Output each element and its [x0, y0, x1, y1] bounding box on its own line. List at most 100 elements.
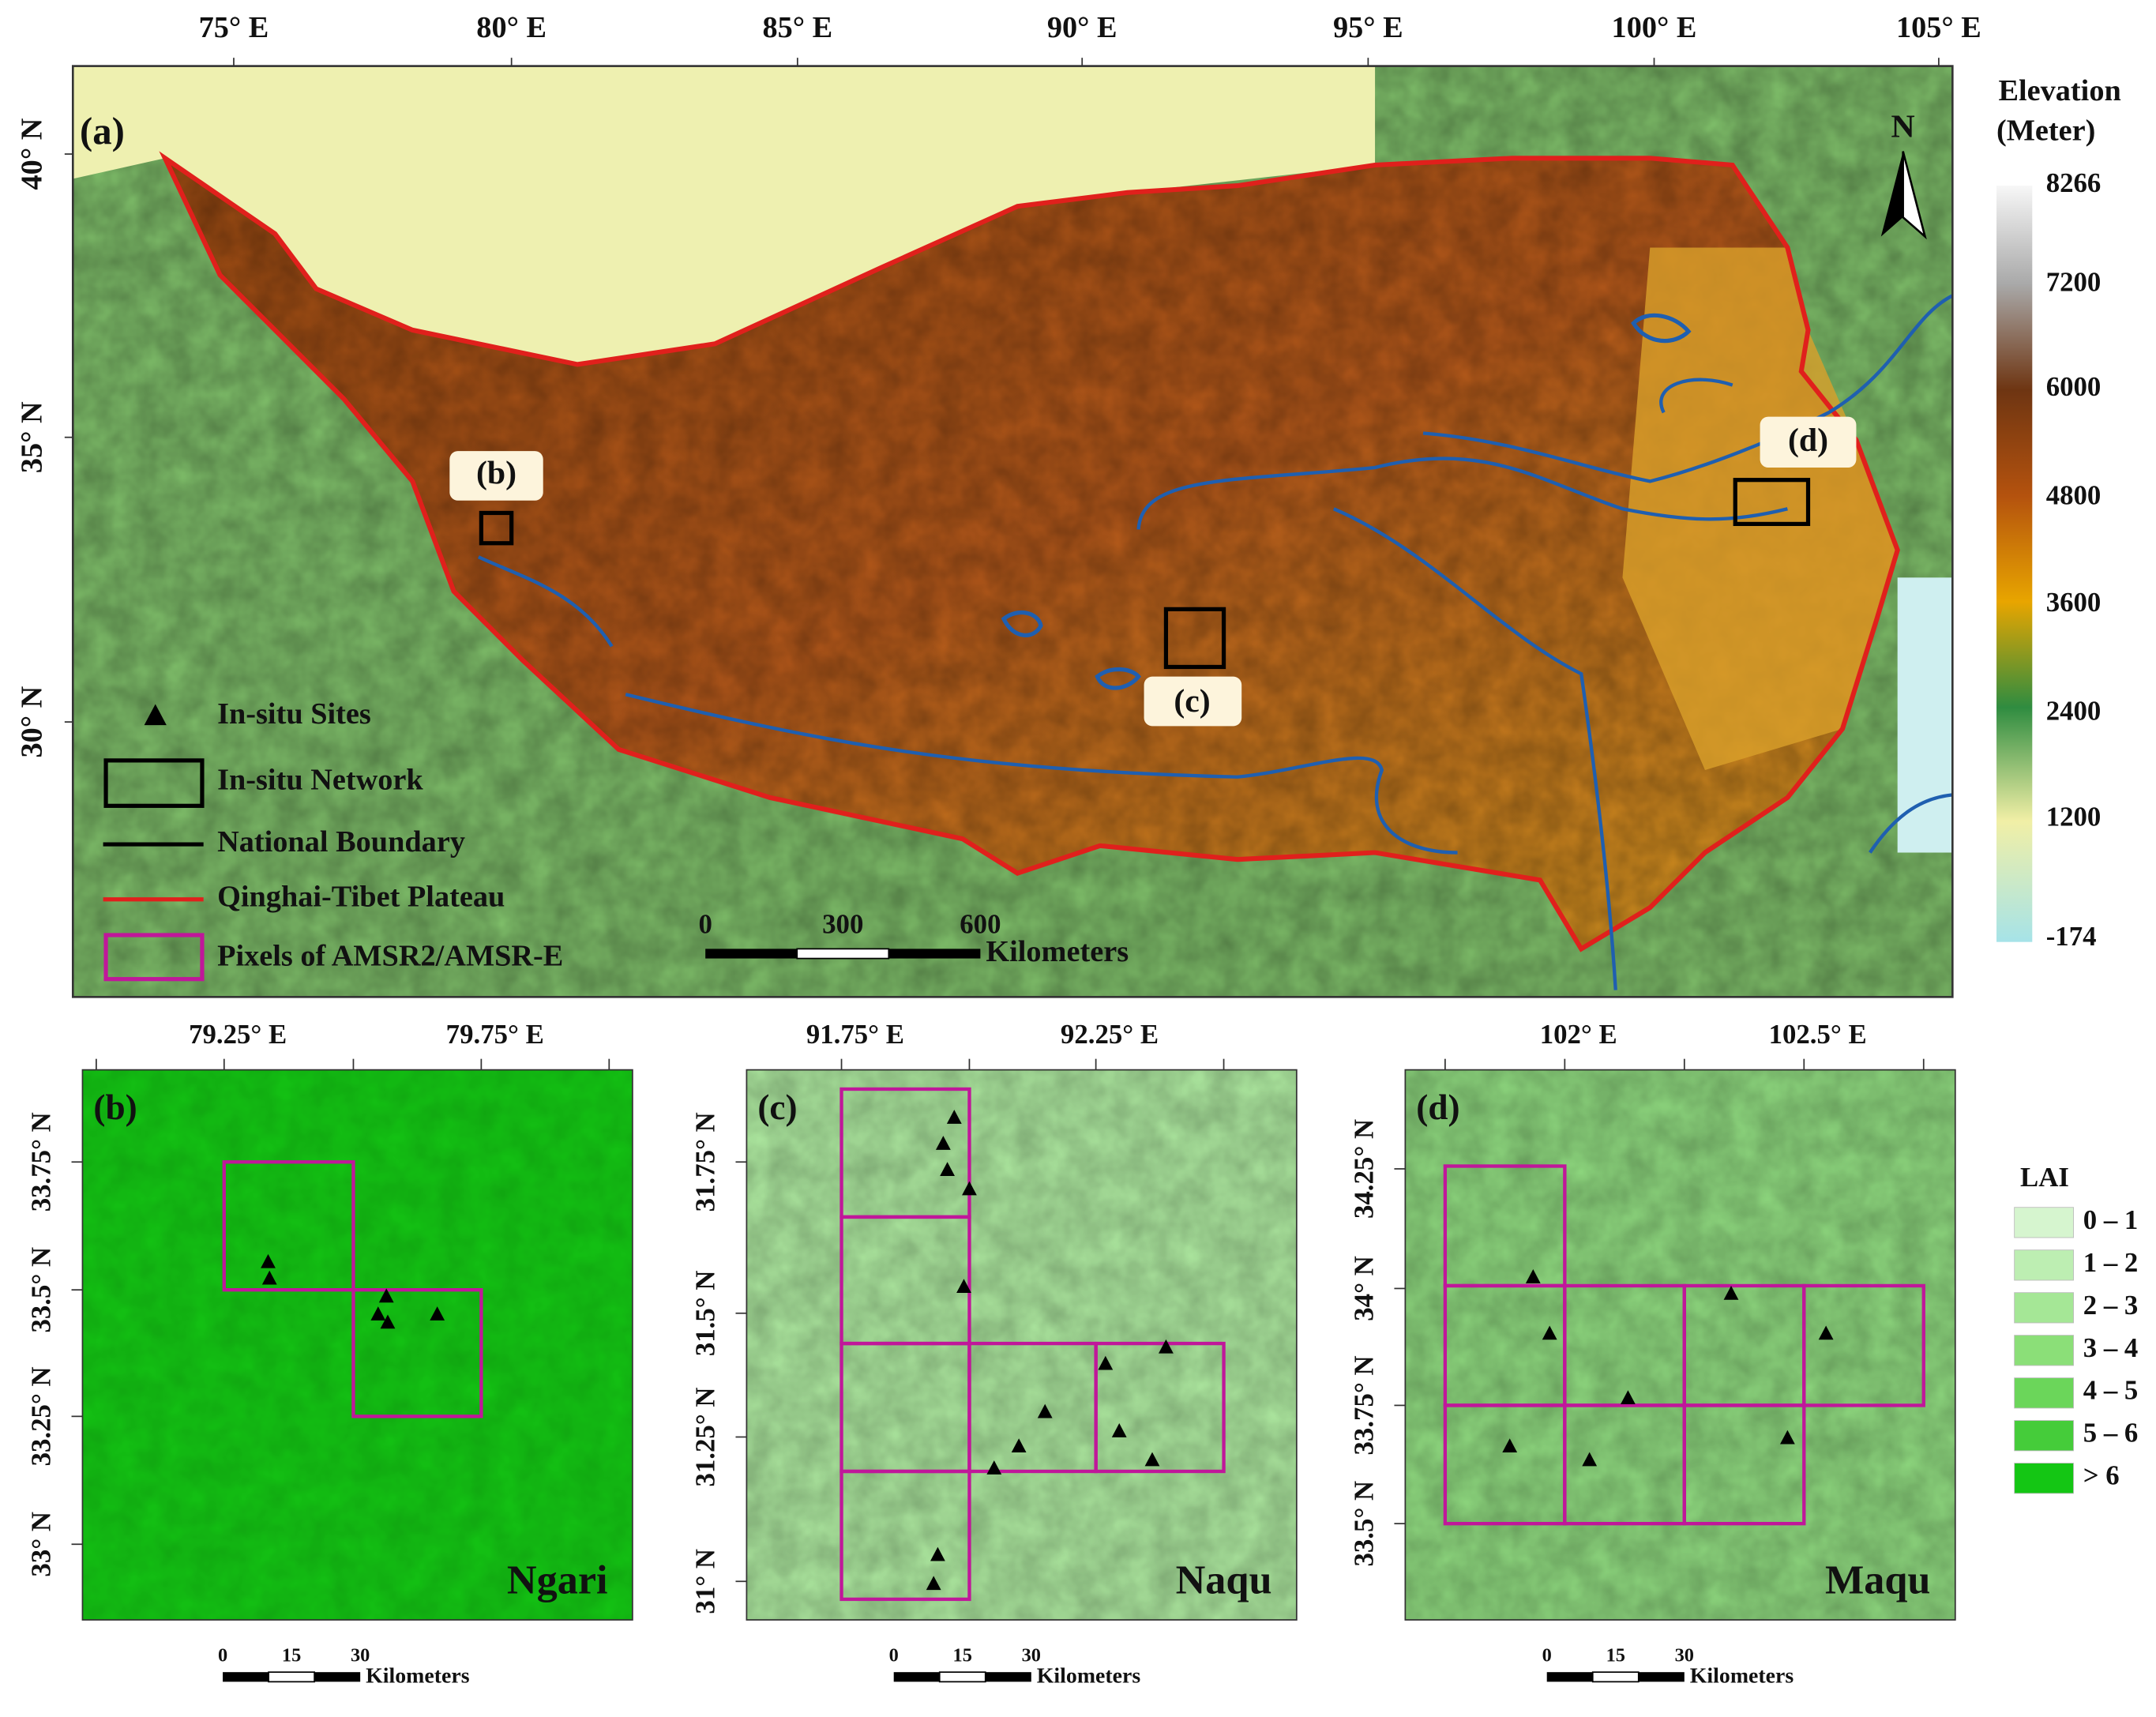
inset-label: (b) — [476, 455, 516, 491]
colorbar-label: 6000 — [2046, 371, 2102, 402]
scale-bar-unit: Kilometers — [366, 1664, 470, 1689]
colorbar-title: Elevation — [1998, 74, 2120, 107]
lon-tick-label: 91.75° E — [806, 1019, 904, 1050]
lat-tick-label: 33.25° N — [26, 1366, 57, 1466]
colorbar-label: -174 — [2046, 921, 2097, 952]
legend-label: Qinghai-Tibet Plateau — [217, 881, 505, 914]
sea — [1897, 577, 1953, 853]
lai-swatch — [2014, 1463, 2074, 1494]
site-marker — [144, 704, 167, 726]
lai-label: 4 – 5 — [2083, 1375, 2139, 1406]
site-marker — [1723, 1285, 1739, 1300]
lai-title: LAI — [2020, 1162, 2069, 1193]
map-texture — [1405, 1069, 1955, 1621]
lai-label: > 6 — [2083, 1460, 2120, 1491]
site-marker — [1582, 1452, 1598, 1467]
lon-tick-label: 105° E — [1896, 11, 1981, 44]
lon-tick-label: 79.25° E — [189, 1019, 287, 1050]
site-name: Ngari — [507, 1557, 608, 1603]
lat-tick-label: 34° N — [1349, 1256, 1380, 1321]
site-marker — [370, 1306, 386, 1321]
legend-label: National Boundary — [217, 825, 465, 858]
site-marker — [1098, 1355, 1114, 1370]
site-marker — [1542, 1325, 1557, 1340]
amsr-pixel — [1682, 1403, 1806, 1526]
scale-bar-label: 600 — [960, 909, 1001, 940]
lake — [1095, 667, 1141, 690]
scale-bar-segment — [985, 1672, 1031, 1682]
site-marker — [261, 1270, 277, 1285]
inset-box — [1733, 478, 1811, 527]
site-marker — [930, 1546, 945, 1561]
colorbar-label: 2400 — [2046, 696, 2102, 727]
lon-tick-label: 102.5° E — [1769, 1019, 1867, 1050]
river — [1869, 793, 1953, 854]
lai-swatch — [2014, 1420, 2074, 1452]
scale-bar-label: 15 — [282, 1644, 301, 1666]
north-label: N — [1891, 108, 1915, 145]
lai-label: 5 – 6 — [2083, 1418, 2139, 1448]
north-arrow — [1902, 151, 1927, 240]
site-marker — [1818, 1325, 1834, 1340]
lat-tick-label: 33.5° N — [26, 1247, 57, 1333]
colorbar-label: 4800 — [2046, 479, 2102, 510]
map-frame — [1404, 1069, 1956, 1621]
scale-bar-segment — [223, 1672, 269, 1682]
scale-bar-segment — [705, 949, 798, 959]
scale-bar-label: 0 — [889, 1644, 899, 1666]
lake — [1001, 611, 1043, 637]
site-marker — [380, 1314, 396, 1329]
colorbar — [1996, 186, 2033, 942]
scale-bar-segment — [1591, 1671, 1640, 1683]
inset-box — [479, 510, 514, 546]
lai-swatch — [2014, 1249, 2074, 1281]
site-marker — [1011, 1438, 1027, 1452]
amsr-pixel — [222, 1160, 355, 1292]
lon-tick-label: 102° E — [1540, 1019, 1617, 1050]
lon-tick-label: 75° E — [199, 11, 269, 44]
lon-tick-label: 100° E — [1612, 11, 1697, 44]
site-marker — [926, 1576, 941, 1591]
lake — [1631, 313, 1692, 344]
amsr-pixel — [1802, 1283, 1925, 1407]
scale-bar-segment — [938, 1671, 986, 1683]
lat-tick-label: 31° N — [690, 1549, 721, 1614]
scale-bar-unit: Kilometers — [1037, 1664, 1141, 1689]
panel-label: (a) — [80, 110, 125, 152]
scale-bar-segment — [893, 1672, 940, 1682]
scale-bar-label: 30 — [351, 1644, 370, 1666]
site-marker — [1502, 1438, 1518, 1452]
scale-bar-segment — [888, 949, 981, 959]
scale-bar-label: 30 — [1022, 1644, 1041, 1666]
inset-label-box — [1144, 676, 1242, 727]
site-marker — [1621, 1390, 1636, 1405]
lon-tick-label: 92.25° E — [1061, 1019, 1159, 1050]
map-texture — [82, 1069, 633, 1621]
site-marker — [1037, 1403, 1053, 1418]
lai-label: 0 – 1 — [2083, 1204, 2139, 1235]
panel-label: (d) — [1416, 1088, 1459, 1127]
scale-bar-segment — [1638, 1672, 1685, 1682]
site-marker — [261, 1253, 276, 1268]
site-marker — [956, 1279, 971, 1294]
plateau-boundary — [159, 151, 1900, 952]
panel-label: (c) — [757, 1088, 797, 1127]
north-arrow — [1880, 151, 1903, 237]
river — [1422, 294, 1954, 483]
lat-tick-label: 31.5° N — [690, 1270, 721, 1356]
lon-tick-label: 85° E — [762, 11, 832, 44]
legend-network — [103, 758, 205, 808]
site-marker — [935, 1136, 951, 1150]
legend-label: Pixels of AMSR2/AMSR-E — [217, 939, 563, 972]
scale-bar-segment — [796, 948, 890, 960]
scale-bar-unit: Kilometers — [986, 935, 1129, 968]
lon-tick-label: 79.75° E — [446, 1019, 544, 1050]
site-marker — [986, 1460, 1002, 1475]
lon-tick-label: 90° E — [1047, 11, 1117, 44]
colorbar-label: 8266 — [2046, 167, 2102, 198]
colorbar-label: 7200 — [2046, 266, 2102, 297]
scale-bar-label: 30 — [1675, 1644, 1694, 1666]
lat-tick-label: 33.5° N — [1349, 1481, 1380, 1567]
inset-label: (d) — [1788, 422, 1828, 458]
